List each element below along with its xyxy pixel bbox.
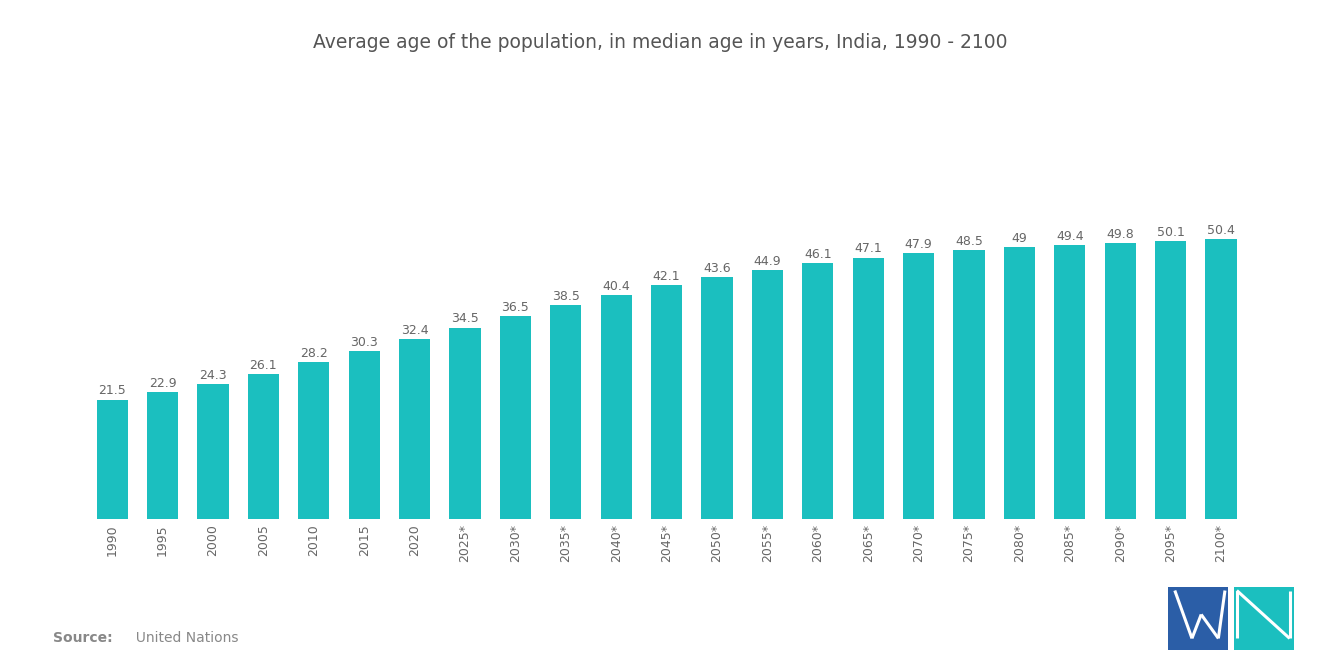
Bar: [1168, 587, 1228, 650]
Bar: [1234, 587, 1294, 650]
Bar: [752, 270, 783, 519]
Bar: [1003, 247, 1035, 519]
Text: 49.8: 49.8: [1106, 227, 1134, 241]
Bar: [96, 400, 128, 519]
Bar: [449, 328, 480, 519]
Bar: [803, 263, 833, 519]
Bar: [348, 351, 380, 519]
Text: 48.5: 48.5: [956, 235, 983, 247]
Bar: [953, 250, 985, 519]
Bar: [500, 317, 531, 519]
Text: 24.3: 24.3: [199, 369, 227, 382]
Bar: [1055, 245, 1085, 519]
Text: 32.4: 32.4: [401, 324, 429, 337]
Bar: [853, 257, 884, 519]
Text: United Nations: United Nations: [127, 631, 238, 645]
Text: 47.1: 47.1: [854, 243, 882, 255]
Text: 34.5: 34.5: [451, 313, 479, 325]
Bar: [1105, 243, 1135, 519]
Bar: [550, 305, 581, 519]
Bar: [701, 277, 733, 519]
Text: 42.1: 42.1: [653, 270, 680, 283]
Bar: [399, 339, 430, 519]
Bar: [903, 253, 935, 519]
Text: 50.4: 50.4: [1206, 224, 1236, 237]
Text: 40.4: 40.4: [602, 279, 630, 293]
Bar: [1155, 241, 1187, 519]
Bar: [601, 295, 632, 519]
Bar: [147, 392, 178, 519]
Text: 44.9: 44.9: [754, 255, 781, 267]
Bar: [198, 384, 228, 519]
Bar: [248, 374, 279, 519]
Text: 36.5: 36.5: [502, 301, 529, 314]
Text: 47.9: 47.9: [904, 238, 932, 251]
Text: 46.1: 46.1: [804, 248, 832, 261]
Bar: [298, 362, 330, 519]
Bar: [1205, 239, 1237, 519]
Text: 38.5: 38.5: [552, 290, 579, 303]
Text: 26.1: 26.1: [249, 359, 277, 372]
Text: 28.2: 28.2: [300, 347, 327, 360]
Text: 43.6: 43.6: [704, 262, 731, 275]
Text: 49: 49: [1011, 232, 1027, 245]
Text: 50.1: 50.1: [1156, 226, 1184, 239]
Text: 49.4: 49.4: [1056, 229, 1084, 243]
Text: 22.9: 22.9: [149, 376, 177, 390]
Text: 21.5: 21.5: [99, 384, 127, 398]
Text: 30.3: 30.3: [350, 336, 378, 348]
Text: Average age of the population, in median age in years, India, 1990 - 2100: Average age of the population, in median…: [313, 33, 1007, 53]
Bar: [651, 285, 682, 519]
Text: Source:: Source:: [53, 631, 112, 645]
